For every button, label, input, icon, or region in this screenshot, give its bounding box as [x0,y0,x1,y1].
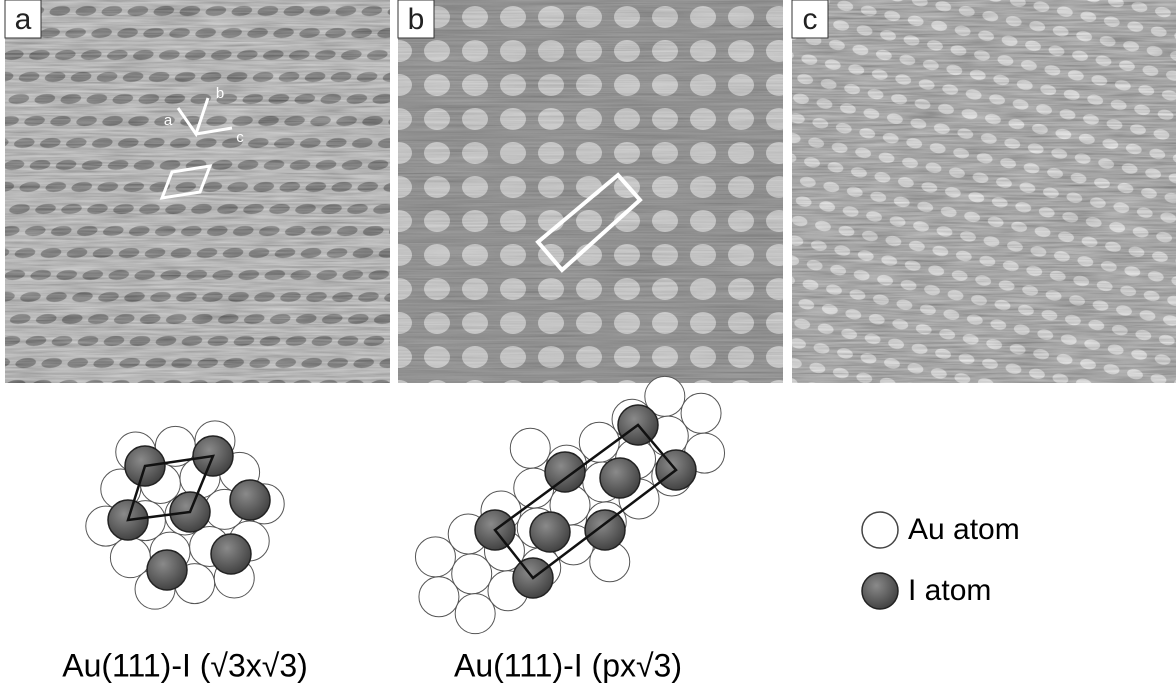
figure: a a b c b c Au atom I atom Au(111)-I (√3… [0,0,1176,700]
panel-b: b [398,0,783,383]
au-atom [419,577,459,617]
au-atom [681,393,721,433]
panel-c: c [792,0,1176,383]
panel-a: a a b c [5,0,390,383]
i-atom [211,534,251,574]
i-atom [600,458,640,498]
atom-model [86,421,284,609]
axis-label: c [236,129,244,146]
legend-label: Au atom [908,513,1020,546]
atom-model [415,376,724,633]
legend-swatch [862,573,898,609]
i-atom [230,480,270,520]
caption: Au(111)-I (√3x√3) [62,647,308,683]
legend-swatch [862,512,898,548]
au-atom [452,554,492,594]
i-atom [530,512,570,552]
au-atom [510,428,550,468]
i-atom [147,550,187,590]
panel-label: b [408,3,425,36]
au-atom [455,594,495,634]
axis-label: b [216,85,224,102]
i-atom [545,452,585,492]
i-atom [585,510,625,550]
au-atom [415,537,455,577]
panel-label: a [15,3,32,36]
axis-label: a [164,112,173,129]
caption: Au(111)-I (px√3) [454,647,682,683]
legend-label: I atom [908,574,991,607]
panel-label: c [803,3,818,36]
